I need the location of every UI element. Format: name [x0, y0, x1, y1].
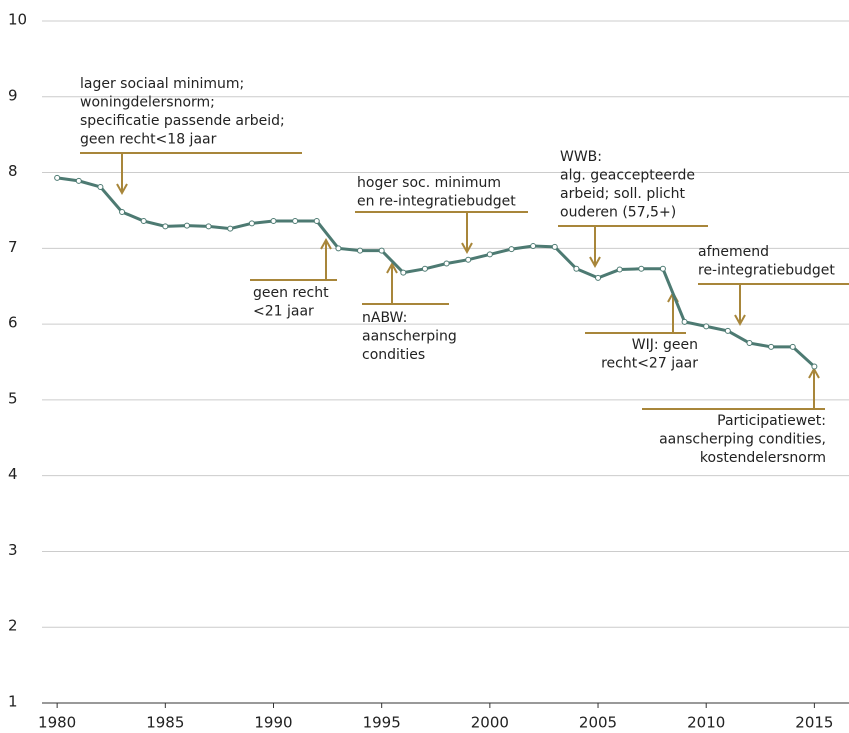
series-line — [56, 176, 816, 368]
x-tick-label: 2010 — [687, 714, 725, 732]
point — [746, 340, 753, 347]
annotation-text: WWB: — [560, 149, 602, 165]
y-tick-label: 4 — [8, 465, 18, 483]
y-tick-label: 5 — [8, 389, 18, 407]
y-tick-label: 7 — [8, 238, 18, 256]
point — [75, 177, 82, 184]
x-tick-label: 1980 — [38, 714, 76, 732]
annotation-text: specificatie passende arbeid; — [80, 113, 285, 129]
point — [270, 218, 277, 225]
annotation-text: Participatiewet: — [717, 413, 826, 429]
annotation-text: aanscherping — [362, 329, 457, 345]
arrow-head — [734, 314, 746, 327]
x-tick-label: 2015 — [795, 714, 833, 732]
point — [616, 266, 623, 273]
point — [443, 260, 450, 267]
annotation-text: arbeid; soll. plicht — [560, 186, 686, 202]
annotation-text: lager sociaal minimum; — [80, 76, 244, 92]
annotation-text: recht<27 jaar — [601, 356, 698, 372]
point — [97, 183, 104, 190]
point — [811, 363, 818, 370]
arrow-head — [116, 183, 128, 196]
y-tick-label: 8 — [8, 162, 18, 180]
point — [292, 218, 299, 225]
y-tick-label: 6 — [8, 314, 18, 332]
point — [183, 222, 190, 229]
annotation-text: re-integratiebudget — [698, 263, 835, 279]
point — [119, 208, 126, 215]
point — [551, 243, 558, 250]
point — [659, 265, 666, 272]
x-tick-label: 1995 — [363, 714, 401, 732]
arrow-head — [320, 237, 332, 250]
annotation-text: en re-integratiebudget — [357, 194, 516, 210]
arrow-head — [386, 261, 398, 274]
point — [465, 256, 472, 263]
annotation-text: afnemend — [698, 244, 769, 260]
y-tick-label: 1 — [8, 693, 18, 711]
annotation-text: WIJ: geen — [632, 337, 698, 353]
y-tick-label: 3 — [8, 541, 18, 559]
point — [789, 343, 796, 350]
x-tick-label: 1985 — [146, 714, 184, 732]
point — [681, 318, 688, 325]
arrow-head — [461, 242, 473, 255]
annotation-text: nABW: — [362, 310, 407, 326]
annotation-text: woningdelersnorm; — [80, 95, 215, 111]
x-tick-label: 2000 — [471, 714, 509, 732]
y-tick-label: 10 — [8, 11, 27, 29]
x-tick-label: 1990 — [254, 714, 292, 732]
point — [248, 220, 255, 227]
annotation-text: alg. geaccepteerde — [560, 168, 695, 184]
annotation-text: geen recht<18 jaar — [80, 132, 217, 148]
point — [140, 218, 147, 225]
point — [378, 247, 385, 254]
point — [530, 243, 537, 250]
point — [421, 265, 428, 272]
point — [724, 327, 731, 334]
x-tick-label: 2005 — [579, 714, 617, 732]
point — [573, 265, 580, 272]
annotation-text: hoger soc. minimum — [357, 175, 501, 191]
annotation-text: geen recht — [253, 285, 329, 301]
point — [227, 225, 234, 232]
y-tick-label: 9 — [8, 86, 18, 104]
y-tick-label: 2 — [8, 617, 18, 635]
point — [703, 323, 710, 330]
point — [162, 223, 169, 230]
annotation-text: aanscherping condities, — [659, 432, 826, 448]
point — [595, 274, 602, 281]
arrow-head — [589, 256, 601, 269]
annotation-text: kostendelersnorm — [700, 450, 826, 466]
point — [768, 343, 775, 350]
point — [638, 265, 645, 272]
point — [335, 245, 342, 252]
point — [486, 251, 493, 258]
point — [357, 247, 364, 254]
annotation-text: <21 jaar — [253, 304, 314, 320]
annotation-text: ouderen (57,5+) — [560, 205, 676, 221]
point — [400, 269, 407, 276]
annotation-text: condities — [362, 347, 425, 363]
point — [205, 223, 212, 230]
point — [508, 246, 515, 253]
point — [54, 174, 61, 181]
point — [313, 218, 320, 225]
